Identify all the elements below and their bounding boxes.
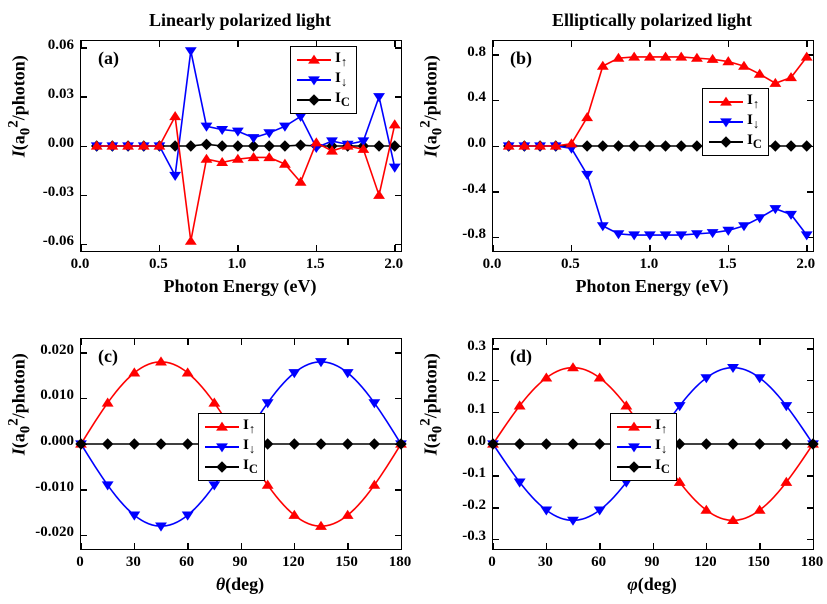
x-tick-label: 180: [380, 554, 420, 571]
x-tick-label: 120: [685, 554, 725, 571]
y-tick-label: 0.0: [436, 433, 486, 450]
x-tick-label: 150: [739, 554, 779, 571]
panel-tag: (c): [98, 346, 118, 367]
y-tick-label: 0.4: [436, 89, 486, 106]
y-tick-label: -0.03: [24, 184, 74, 201]
x-tick-label: 0: [60, 554, 100, 571]
x-tick-label: 30: [525, 554, 565, 571]
x-tick-label: 180: [792, 554, 827, 571]
y-tick-label: -0.06: [24, 233, 74, 250]
x-tick-label: 1.5: [707, 256, 747, 273]
x-axis-label: Photon Energy (eV): [80, 276, 400, 297]
x-tick-label: 90: [220, 554, 260, 571]
y-tick-label: 0.0: [436, 135, 486, 152]
x-tick-label: 0.0: [472, 256, 512, 273]
y-tick-label: -0.1: [436, 465, 486, 482]
y-tick-label: 0.00: [24, 135, 74, 152]
column-title: Linearly polarized light: [60, 10, 420, 31]
panel-tag: (b): [510, 48, 532, 69]
x-tick-label: 0: [472, 554, 512, 571]
x-tick-label: 0.5: [138, 256, 178, 273]
y-tick-label: -0.8: [436, 226, 486, 243]
y-tick-label: -0.3: [436, 528, 486, 545]
x-tick-label: 0.5: [550, 256, 590, 273]
x-tick-label: 1.0: [217, 256, 257, 273]
y-tick-label: -0.2: [436, 497, 486, 514]
y-tick-label: 0.06: [24, 37, 74, 54]
x-tick-label: 60: [167, 554, 207, 571]
y-tick-label: -0.020: [24, 524, 74, 541]
x-tick-label: 60: [579, 554, 619, 571]
x-tick-label: 150: [327, 554, 367, 571]
y-tick-label: -0.4: [436, 181, 486, 198]
panel-tag: (a): [98, 48, 119, 69]
x-tick-label: 1.5: [295, 256, 335, 273]
legend: I↑I↓IC: [198, 413, 265, 481]
column-title: Elliptically polarized light: [472, 10, 827, 31]
panel-tag: (d): [510, 346, 532, 367]
y-tick-label: 0.000: [24, 433, 74, 450]
x-tick-label: 120: [273, 554, 313, 571]
legend: I↑I↓IC: [702, 88, 769, 156]
y-tick-label: 0.010: [24, 387, 74, 404]
x-axis-label: φ(deg): [492, 574, 812, 595]
y-tick-label: -0.010: [24, 479, 74, 496]
y-tick-label: 0.2: [436, 369, 486, 386]
y-tick-label: 0.8: [436, 44, 486, 61]
x-tick-label: 90: [632, 554, 672, 571]
y-tick-label: 0.1: [436, 401, 486, 418]
x-axis-label: θ(deg): [80, 574, 400, 595]
x-tick-label: 1.0: [629, 256, 669, 273]
x-tick-label: 2.0: [374, 256, 414, 273]
y-tick-label: 0.3: [436, 338, 486, 355]
x-axis-label: Photon Energy (eV): [492, 276, 812, 297]
y-tick-label: 0.020: [24, 342, 74, 359]
y-tick-label: 0.03: [24, 86, 74, 103]
x-tick-label: 30: [113, 554, 153, 571]
legend: I↑I↓IC: [290, 46, 357, 114]
legend: I↑I↓IC: [610, 413, 677, 481]
x-tick-label: 0.0: [60, 256, 100, 273]
x-tick-label: 2.0: [786, 256, 826, 273]
